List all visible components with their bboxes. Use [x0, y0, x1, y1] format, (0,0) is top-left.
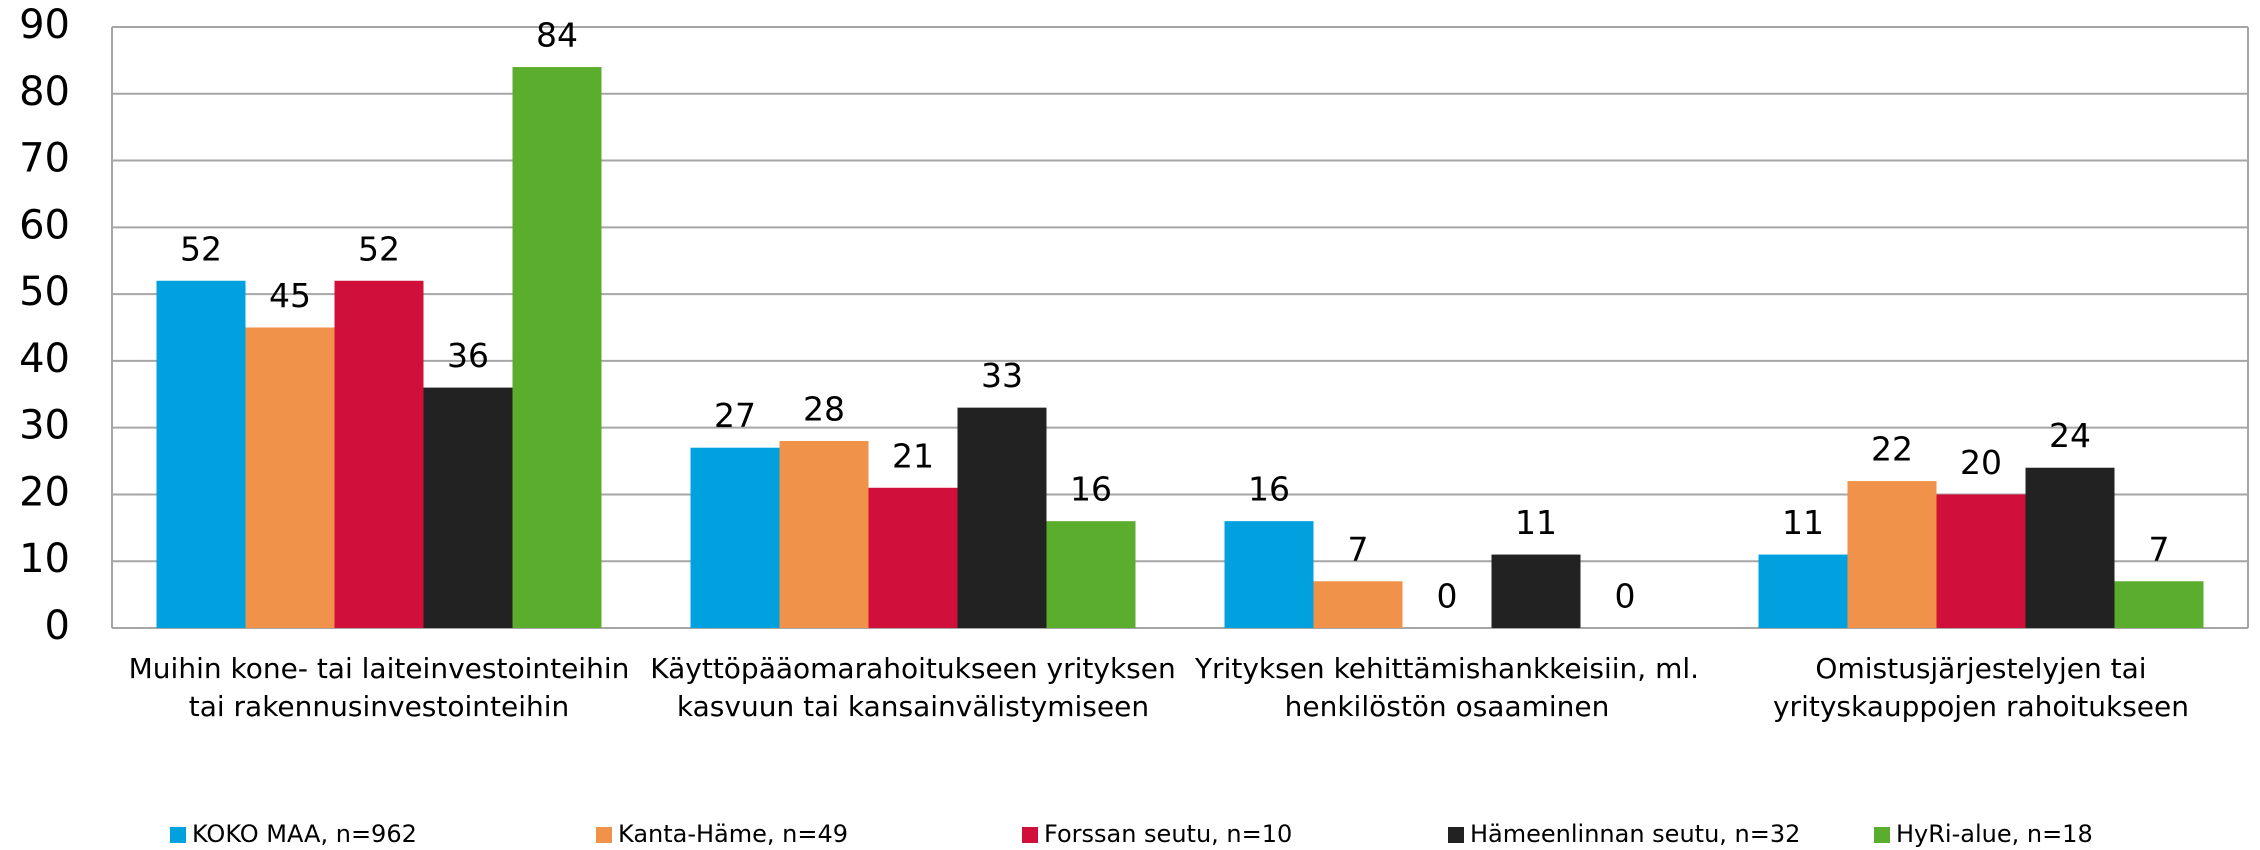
data-label: 7: [1348, 530, 1369, 569]
data-label: 0: [1615, 577, 1636, 616]
y-tick-label: 70: [19, 136, 70, 182]
bar: [2025, 467, 2115, 628]
data-label: 11: [1782, 503, 1824, 542]
bar: [690, 447, 780, 628]
bar: [1758, 554, 1848, 628]
data-label: 22: [1871, 430, 1913, 469]
legend-swatch: [1874, 827, 1890, 843]
y-tick-label: 50: [19, 269, 70, 315]
data-label: 7: [2149, 530, 2170, 569]
y-tick-label: 80: [19, 69, 70, 115]
legend-label: Kanta-Häme, n=49: [618, 820, 848, 848]
bar: [1847, 481, 1937, 628]
x-tick-label: kasvuun tai kansainvälistymiseen: [677, 690, 1149, 723]
data-label: 52: [180, 229, 222, 268]
data-label: 24: [2049, 416, 2091, 455]
y-tick-label: 60: [19, 202, 70, 248]
legend-swatch: [170, 827, 186, 843]
data-label: 16: [1070, 470, 1112, 509]
bar: [423, 387, 513, 628]
x-tick-label: Käyttöpääomarahoitukseen yrityksen: [650, 652, 1175, 685]
y-tick-label: 0: [45, 603, 70, 649]
x-tick-label: Yrityksen kehittämishankkeisiin, ml.: [1194, 652, 1699, 685]
bar: [245, 327, 335, 628]
data-label: 84: [536, 16, 578, 55]
data-label: 28: [803, 390, 845, 429]
data-label: 52: [358, 229, 400, 268]
bar: [1313, 581, 1403, 628]
bar: [1224, 521, 1314, 628]
bar: [1491, 554, 1581, 628]
legend-swatch: [1022, 827, 1038, 843]
data-label: 21: [892, 436, 934, 475]
data-label: 36: [447, 336, 489, 375]
y-tick-label: 40: [19, 336, 70, 382]
data-label: 33: [981, 356, 1023, 395]
legend-label: HyRi-alue, n=18: [1896, 820, 2093, 848]
data-label: 0: [1437, 577, 1458, 616]
x-tick-label: Omistusjärjestelyjen tai: [1815, 652, 2146, 685]
legend-swatch: [1448, 827, 1464, 843]
x-tick-label: yrityskauppojen rahoitukseen: [1773, 690, 2189, 723]
x-tick-label: Muihin kone- tai laiteinvestointeihin: [129, 652, 630, 685]
bar: [957, 407, 1047, 628]
y-tick-label: 90: [19, 2, 70, 48]
x-tick-label: tai rakennusinvestointeihin: [189, 690, 570, 723]
x-tick-label: henkilöstön osaaminen: [1285, 690, 1610, 723]
legend-label: Forssan seutu, n=10: [1044, 820, 1292, 848]
bar: [156, 280, 246, 628]
bar: [512, 67, 602, 629]
y-tick-label: 10: [19, 536, 70, 582]
legend-swatch: [596, 827, 612, 843]
data-label: 20: [1960, 443, 2002, 482]
legend-label: KOKO MAA, n=962: [192, 820, 417, 848]
bar: [1936, 494, 2026, 628]
y-tick-label: 20: [19, 469, 70, 515]
y-tick-label: 30: [19, 403, 70, 449]
data-label: 16: [1248, 470, 1290, 509]
data-label: 11: [1515, 503, 1557, 542]
legend-label: Hämeenlinnan seutu, n=32: [1470, 820, 1800, 848]
bar: [334, 280, 424, 628]
bar: [779, 441, 869, 628]
bar: [1046, 521, 1136, 628]
bar: [868, 487, 958, 628]
data-label: 45: [269, 276, 311, 315]
bar: [2114, 581, 2204, 628]
data-label: 27: [714, 396, 756, 435]
